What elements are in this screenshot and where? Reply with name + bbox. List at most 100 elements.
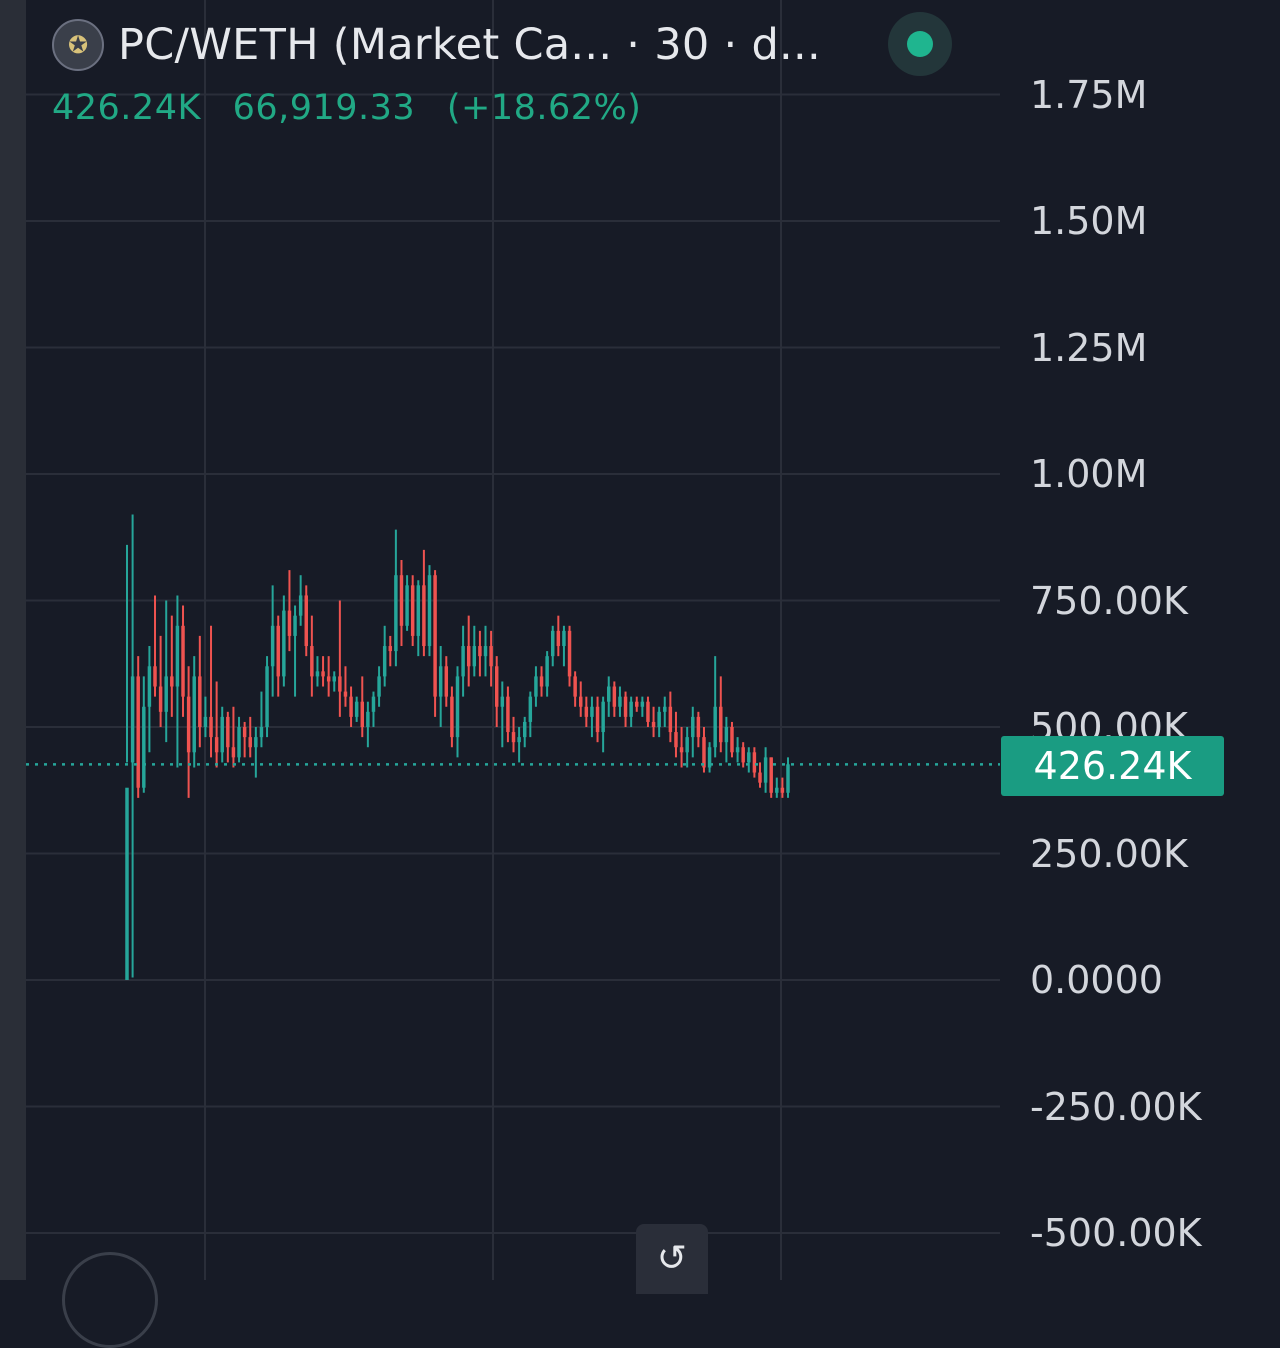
candle	[573, 671, 577, 707]
candle-body	[522, 721, 527, 738]
candle	[685, 727, 689, 768]
candle-body	[298, 595, 303, 616]
candle-body	[573, 676, 577, 697]
candle	[130, 514, 135, 978]
candle	[298, 575, 303, 626]
candle	[674, 711, 678, 758]
candle	[203, 696, 208, 738]
candle	[562, 625, 566, 667]
candle	[349, 686, 353, 727]
candle	[231, 706, 236, 768]
candle	[483, 625, 488, 677]
price-chart[interactable]	[0, 0, 1000, 1280]
candle	[775, 777, 779, 798]
candle-body	[517, 737, 521, 743]
candle	[556, 615, 561, 657]
candle-body	[601, 701, 605, 733]
candle	[657, 706, 661, 738]
candle	[377, 666, 381, 707]
candle	[607, 676, 611, 717]
corner-circle-button[interactable]	[62, 1252, 158, 1348]
candle	[466, 615, 471, 687]
candle-body	[438, 666, 443, 697]
candle-body	[354, 701, 359, 717]
quote-line: 426.24K 66,919.33 (+18.62%)	[52, 88, 661, 128]
candle-body	[377, 676, 381, 697]
candle	[254, 727, 258, 778]
candle-body	[242, 727, 247, 738]
candle-body	[326, 676, 331, 682]
candle	[635, 696, 639, 712]
candle	[282, 595, 286, 687]
candle	[175, 595, 180, 768]
candle-body	[170, 676, 174, 687]
candle	[612, 681, 617, 717]
candle-body	[478, 646, 482, 657]
candle-body	[747, 752, 751, 763]
candle	[410, 575, 415, 647]
y-tick-label: 1.75M	[1030, 72, 1148, 117]
candle	[366, 701, 370, 748]
candle	[691, 706, 695, 758]
candle	[629, 696, 633, 727]
y-tick-label: -250.00K	[1030, 1084, 1202, 1129]
candle-body	[214, 737, 219, 753]
candle-body	[623, 696, 628, 717]
reset-chart-button[interactable]: ↺	[636, 1224, 708, 1294]
candle-body	[450, 696, 454, 738]
change-percent: (+18.62%)	[446, 88, 642, 128]
chart-header: ✪ PC/WETH (Market Ca... · 30 · d...	[52, 16, 821, 74]
y-tick-label: -500.00K	[1030, 1211, 1202, 1255]
candle	[747, 747, 751, 773]
candle	[248, 716, 252, 758]
candle	[310, 615, 314, 697]
last-value: 426.24K	[52, 88, 201, 128]
candle-body	[349, 696, 353, 717]
y-tick-label: 0.0000	[1030, 958, 1163, 1002]
candle-body	[158, 686, 163, 712]
candle-body	[153, 666, 157, 687]
candle	[198, 635, 202, 748]
candle	[595, 696, 600, 743]
candle	[455, 666, 460, 758]
candle	[321, 656, 325, 687]
candle	[539, 666, 544, 697]
candle-body	[758, 772, 762, 783]
candle-body	[181, 625, 185, 697]
candle	[786, 757, 790, 798]
candle-body	[651, 721, 656, 727]
candle	[696, 711, 701, 748]
candle-body	[545, 656, 549, 687]
candle	[584, 696, 589, 727]
candle	[494, 656, 499, 727]
candle	[719, 676, 723, 753]
candle-body	[192, 676, 196, 753]
candle-body	[282, 610, 286, 677]
candle	[147, 646, 152, 753]
candle	[489, 630, 493, 687]
candle-body	[646, 701, 650, 722]
candle	[270, 585, 275, 697]
candle-body	[399, 575, 404, 626]
candle	[461, 625, 465, 697]
candle	[758, 762, 762, 788]
candle-body	[371, 696, 376, 712]
candle	[192, 656, 196, 768]
candle	[623, 691, 628, 727]
candle	[405, 575, 409, 631]
candle	[730, 721, 734, 758]
candle-body	[775, 787, 779, 793]
pair-title[interactable]: PC/WETH (Market Ca... · 30 · d...	[118, 20, 821, 70]
candle	[242, 721, 247, 758]
candle-body	[567, 630, 572, 677]
market-status-indicator[interactable]	[888, 12, 952, 76]
candle-body	[405, 585, 409, 626]
candle-body	[556, 630, 561, 647]
candle-body	[422, 585, 426, 647]
candle-body	[629, 701, 633, 717]
candle	[394, 529, 398, 667]
candle-body	[231, 747, 236, 758]
candle	[646, 696, 650, 727]
token-logo[interactable]: ✪	[52, 19, 104, 71]
candle	[170, 615, 174, 717]
